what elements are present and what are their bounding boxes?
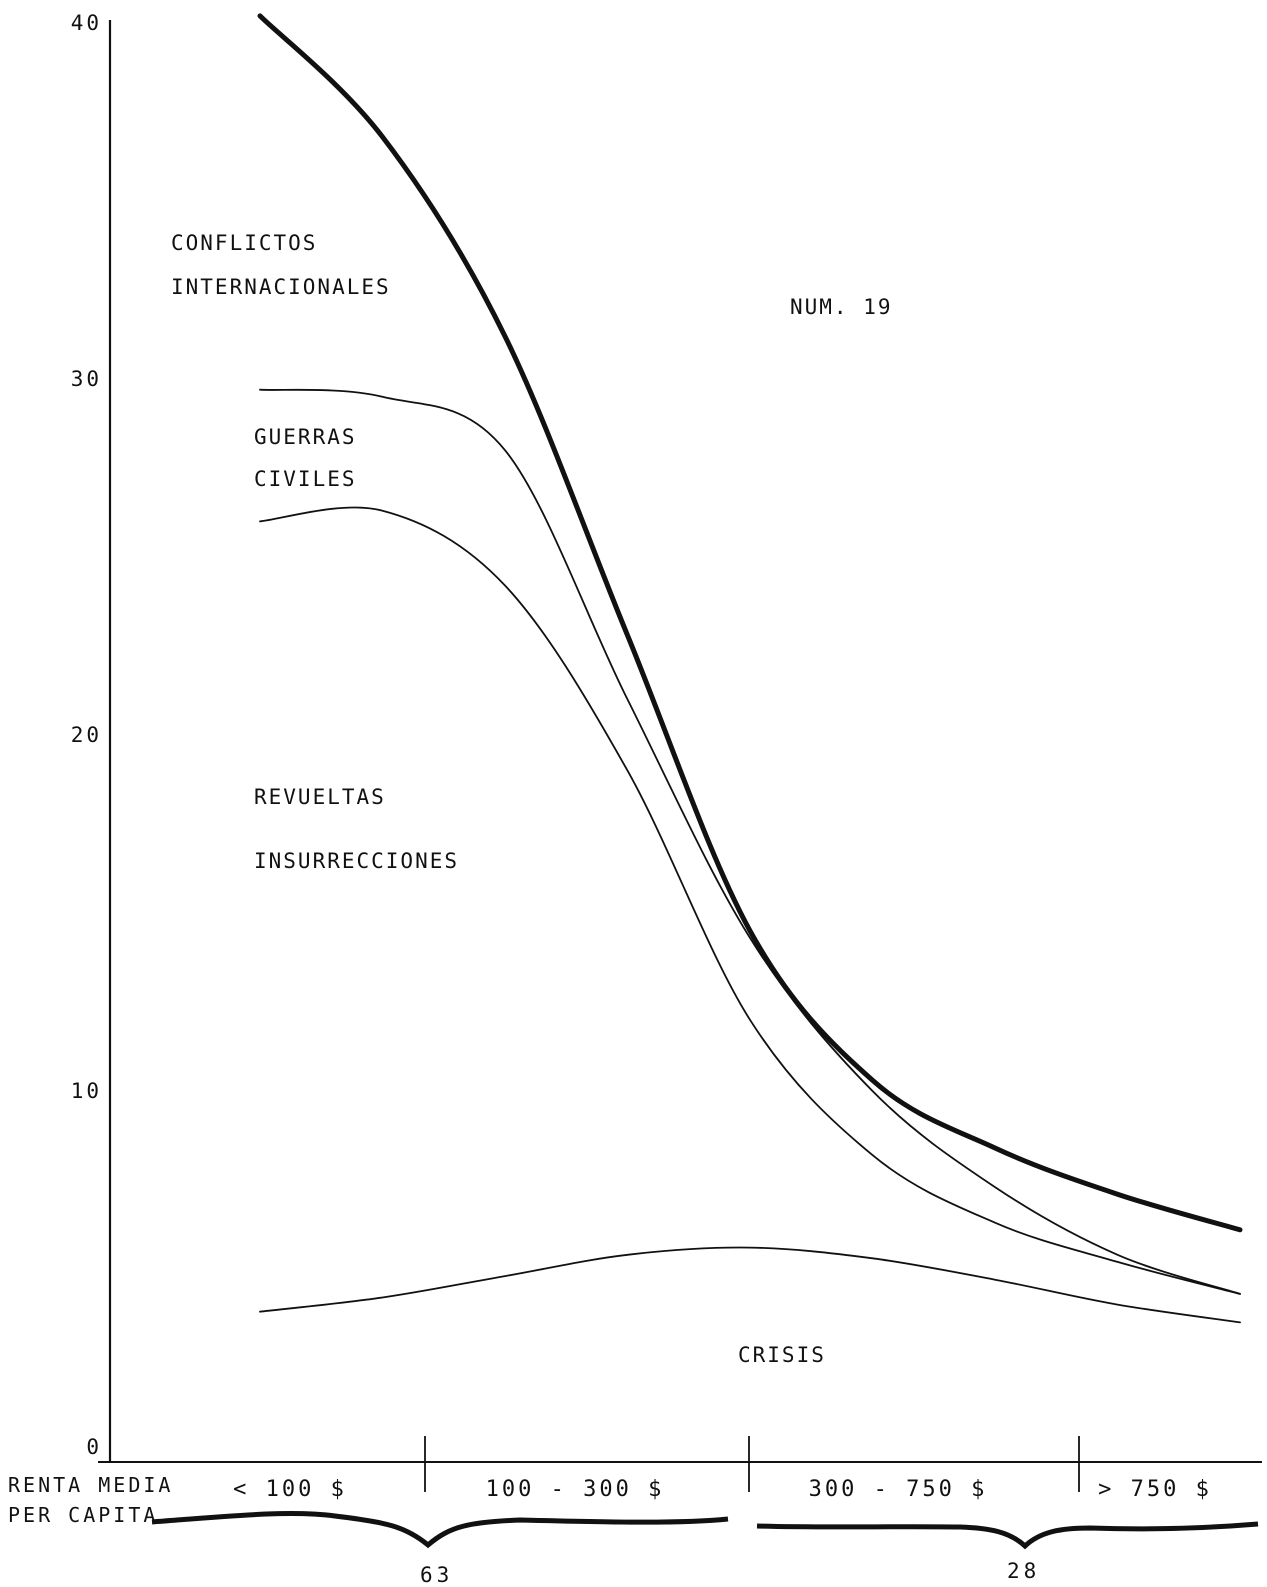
region-labels: CONFLICTOS INTERNACIONALES GUERRAS CIVILES R… (171, 231, 826, 1367)
x-axis-label-line-2: PER CAPITA (8, 1503, 158, 1527)
x-category-label: 100 - 300 $ (486, 1477, 665, 1502)
y-tick-labels: 0 10 20 30 40 (71, 11, 102, 1459)
x-axis-label-line-1: RENTA MEDIA (8, 1473, 173, 1497)
x-category-separators (424, 1436, 1080, 1492)
group-count-right: 28 (1007, 1559, 1040, 1583)
region-label: INSURRECCIONES (254, 849, 459, 873)
brace-left (151, 1511, 729, 1549)
x-category-labels: < 100 $ 100 - 300 $ 300 - 750 $ > 750 $ (233, 1477, 1212, 1502)
x-category-label: < 100 $ (233, 1477, 347, 1502)
brace-right (756, 1521, 1259, 1550)
series-line-2 (259, 388, 1241, 1295)
group-count-left: 63 (420, 1563, 453, 1587)
y-tick-label-30: 30 (71, 367, 102, 391)
region-label: CONFLICTOS (171, 231, 317, 255)
y-tick-label-20: 20 (71, 723, 102, 747)
region-label: CRISIS (738, 1343, 826, 1367)
y-tick-label-40: 40 (71, 11, 102, 35)
region-label: REVUELTAS (254, 785, 386, 809)
series-line-4 (259, 1246, 1241, 1324)
y-tick-label-10: 10 (71, 1079, 102, 1103)
chart-annotation: NUM. 19 (790, 295, 893, 319)
series-lines (257, 13, 1243, 1324)
x-category-label: 300 - 750 $ (809, 1477, 988, 1502)
region-label: INTERNACIONALES (171, 275, 391, 299)
x-category-label: > 750 $ (1098, 1477, 1212, 1502)
region-label: GUERRAS (254, 425, 357, 449)
region-label: CIVILES (254, 467, 357, 491)
series-line-1 (257, 13, 1243, 1233)
y-tick-label-0: 0 (86, 1435, 102, 1459)
series-line-3 (259, 506, 1241, 1295)
